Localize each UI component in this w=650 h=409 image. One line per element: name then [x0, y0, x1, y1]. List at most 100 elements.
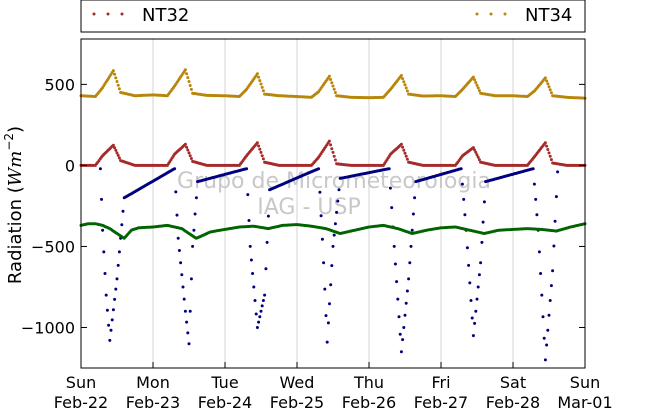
series-2-point	[537, 250, 541, 254]
series-0-point	[330, 81, 334, 85]
series-2-point	[467, 263, 471, 267]
series-1-point	[257, 144, 261, 148]
x-tick-label-day-3: Wed	[280, 373, 315, 392]
series-2-point	[331, 244, 335, 248]
series-0-point	[332, 87, 336, 91]
series-2-point	[542, 336, 546, 340]
series-0-point	[111, 69, 115, 73]
legend-items: NT32 NT34	[92, 5, 572, 26]
legend-marker	[120, 12, 124, 16]
y-axis-label-close: )	[5, 126, 26, 133]
series-2-point	[116, 263, 120, 267]
series-2-point	[111, 308, 115, 312]
legend: NT32 NT34	[80, 0, 586, 33]
series-2-point	[396, 297, 400, 301]
grid-lines	[152, 39, 514, 368]
series-0-point	[258, 79, 262, 83]
series-1-point	[186, 148, 190, 152]
series-0-point	[471, 75, 475, 79]
y-tick-label-2: −500	[31, 237, 75, 256]
legend-entry-nt32: NT32	[92, 5, 189, 26]
series-2-point	[186, 331, 190, 335]
series-2-point	[401, 338, 405, 342]
series-1-point	[113, 146, 117, 150]
series-2-point	[531, 167, 535, 171]
series-2-point	[337, 188, 341, 192]
series-2-point	[113, 297, 117, 301]
series-2-point	[323, 287, 327, 291]
series-2-point	[532, 182, 536, 186]
y-axis-label-text: Radiation (	[5, 186, 26, 284]
series-1-point	[258, 147, 262, 151]
series-0-point	[549, 91, 553, 95]
series-0-point	[474, 81, 478, 84]
series-2-point	[477, 273, 481, 277]
x-tick-label-day-1: Mon	[136, 373, 170, 392]
series-2-point	[109, 328, 113, 332]
series-2-point	[189, 277, 193, 281]
series-2-point	[552, 244, 556, 248]
series-2-point	[402, 326, 406, 329]
series-2-point	[397, 315, 401, 319]
series-0-point	[476, 86, 480, 90]
watermark: Grupo de Micrometeorologia IAG - USP	[177, 169, 491, 220]
series-2-point	[471, 334, 475, 338]
series-2-point	[104, 293, 108, 297]
legend-box	[80, 0, 586, 33]
series-1-point	[117, 156, 121, 160]
legend-marker	[503, 12, 507, 16]
series-0-point	[115, 80, 119, 83]
series-2-point	[534, 197, 538, 201]
series-1-point	[473, 148, 477, 152]
x-tick-label-day-5: Fri	[431, 373, 450, 392]
series-2-point	[192, 228, 196, 232]
series-1-point	[471, 146, 475, 150]
series-2-point	[545, 343, 549, 347]
series-2-point	[481, 220, 485, 224]
series-0-point	[331, 84, 335, 88]
series-1-point	[547, 151, 551, 155]
series-2-point	[474, 309, 478, 313]
series-0-point	[260, 85, 264, 89]
series-1-point	[405, 157, 409, 161]
series-layer	[79, 68, 587, 362]
series-2-point	[318, 190, 322, 194]
series-2-point	[543, 358, 547, 362]
series-2-point	[405, 289, 409, 293]
legend-entry-nt34: NT34	[475, 5, 572, 26]
series-1-point	[261, 157, 265, 161]
series-0-point	[548, 88, 552, 92]
series-2-point	[115, 277, 119, 281]
legend-marker	[489, 12, 493, 16]
series-2-point	[251, 272, 255, 275]
series-2-point	[182, 297, 186, 301]
x-tick-label-date-7: Mar-01	[557, 393, 612, 409]
series-2-point	[395, 280, 399, 284]
series-0-point	[257, 75, 261, 79]
series-1-point	[111, 143, 115, 147]
series-1-point	[115, 151, 119, 155]
series-2-point	[479, 261, 483, 265]
series-2-point	[121, 209, 125, 213]
series-2-point	[185, 320, 189, 324]
series-2-point	[266, 214, 270, 218]
series-2-point	[553, 219, 557, 223]
series-0-point	[477, 89, 481, 93]
series-1-point	[331, 150, 335, 154]
y-axis-label-exponent: −2	[2, 133, 16, 151]
series-2-point	[539, 272, 543, 275]
series-1-point	[399, 142, 403, 146]
series-2-point	[554, 195, 558, 199]
series-1-point	[475, 153, 479, 157]
legend-label: NT34	[525, 5, 572, 26]
series-0-point	[255, 72, 259, 76]
series-1-point	[259, 150, 263, 154]
x-tick-label-day-6: Sat	[500, 373, 526, 392]
series-0-point	[475, 83, 479, 87]
series-2	[98, 167, 560, 362]
series-2-point	[332, 233, 336, 237]
series-2-point	[100, 197, 103, 201]
series-2-point	[547, 313, 551, 317]
watermark-line-2: IAG - USP	[257, 195, 360, 220]
